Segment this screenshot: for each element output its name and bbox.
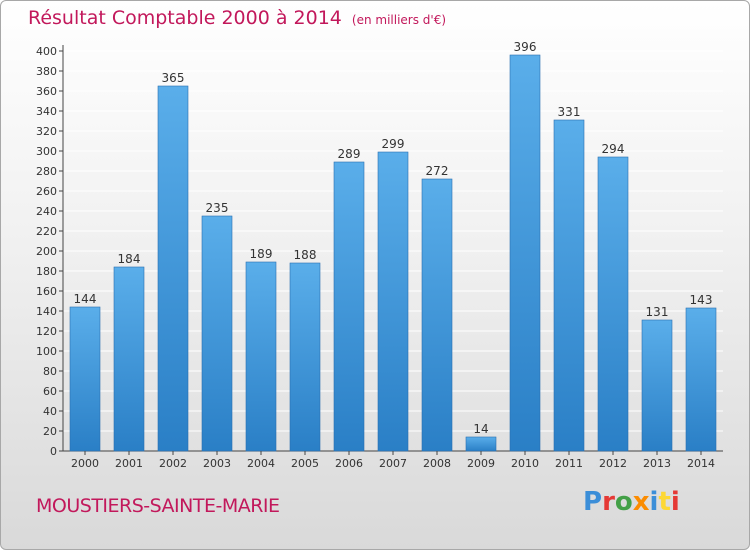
x-tick-label: 2013 bbox=[643, 457, 671, 470]
bar bbox=[333, 161, 365, 452]
bar bbox=[641, 319, 673, 452]
bar-value-label: 144 bbox=[74, 292, 97, 306]
y-tick-label: 60 bbox=[43, 385, 57, 398]
x-tick-label: 2011 bbox=[555, 457, 583, 470]
x-tick-label: 2009 bbox=[467, 457, 495, 470]
bar-value-label: 294 bbox=[602, 142, 625, 156]
logo-letter: i bbox=[670, 487, 680, 517]
bar-value-label: 184 bbox=[118, 252, 141, 266]
bar-value-label: 189 bbox=[250, 247, 273, 261]
x-tick-label: 2008 bbox=[423, 457, 451, 470]
y-tick-label: 120 bbox=[36, 325, 57, 338]
bar-value-label: 396 bbox=[514, 40, 537, 54]
x-tick-label: 2010 bbox=[511, 457, 539, 470]
bar-value-label: 272 bbox=[426, 164, 449, 178]
bar bbox=[465, 436, 497, 452]
logo-letter: t bbox=[658, 487, 671, 517]
y-tick-label: 80 bbox=[43, 365, 57, 378]
y-tick-label: 340 bbox=[36, 105, 57, 118]
bar bbox=[113, 266, 145, 452]
y-tick-label: 240 bbox=[36, 205, 57, 218]
bar-value-label: 143 bbox=[690, 293, 713, 307]
y-tick-label: 280 bbox=[36, 165, 57, 178]
y-tick-label: 0 bbox=[50, 445, 57, 458]
y-tick-label: 320 bbox=[36, 125, 57, 138]
bar bbox=[157, 85, 189, 452]
bar bbox=[201, 215, 233, 452]
y-tick-label: 160 bbox=[36, 285, 57, 298]
y-tick-label: 300 bbox=[36, 145, 57, 158]
x-tick-label: 2001 bbox=[115, 457, 143, 470]
y-tick-label: 380 bbox=[36, 65, 57, 78]
y-tick-label: 400 bbox=[36, 45, 57, 58]
bar bbox=[245, 261, 277, 452]
x-tick-label: 2007 bbox=[379, 457, 407, 470]
x-tick-label: 2014 bbox=[687, 457, 715, 470]
bar bbox=[553, 119, 585, 452]
bar-value-label: 365 bbox=[162, 71, 185, 85]
bar bbox=[289, 262, 321, 452]
bar-value-label: 14 bbox=[473, 422, 488, 436]
bar-value-label: 289 bbox=[338, 147, 361, 161]
y-tick-label: 40 bbox=[43, 405, 57, 418]
y-tick-label: 200 bbox=[36, 245, 57, 258]
bar bbox=[509, 54, 541, 452]
proxiti-logo: Proxiti bbox=[583, 487, 680, 517]
bar-value-label: 331 bbox=[558, 105, 581, 119]
x-tick-label: 2000 bbox=[71, 457, 99, 470]
chart-title: Résultat Comptable 2000 à 2014 (en millie… bbox=[28, 7, 446, 29]
x-tick-label: 2003 bbox=[203, 457, 231, 470]
bar-value-label: 188 bbox=[294, 248, 317, 262]
bar-value-label: 235 bbox=[206, 201, 229, 215]
bar bbox=[377, 151, 409, 452]
x-tick-label: 2002 bbox=[159, 457, 187, 470]
y-tick-label: 180 bbox=[36, 265, 57, 278]
logo-letter: P bbox=[583, 487, 603, 517]
y-tick-label: 140 bbox=[36, 305, 57, 318]
y-tick-label: 220 bbox=[36, 225, 57, 238]
logo-letter: o bbox=[614, 487, 633, 517]
logo-letter: i bbox=[649, 487, 659, 517]
y-tick-label: 20 bbox=[43, 425, 57, 438]
x-tick-label: 2004 bbox=[247, 457, 275, 470]
bar bbox=[597, 156, 629, 452]
bar-value-label: 131 bbox=[646, 305, 669, 319]
logo-letter: x bbox=[632, 487, 650, 517]
bar bbox=[421, 178, 453, 452]
y-tick-label: 260 bbox=[36, 185, 57, 198]
bar-value-label: 299 bbox=[382, 137, 405, 151]
bar bbox=[685, 307, 717, 452]
y-tick-label: 360 bbox=[36, 85, 57, 98]
chart-unit: (en milliers d'€) bbox=[351, 13, 447, 27]
commune-name: MOUSTIERS-SAINTE-MARIE bbox=[36, 495, 280, 517]
logo-letter: r bbox=[602, 487, 615, 517]
y-tick-label: 100 bbox=[36, 345, 57, 358]
x-tick-label: 2005 bbox=[291, 457, 319, 470]
bar bbox=[69, 306, 101, 452]
chart-title-text: Résultat Comptable 2000 à 2014 bbox=[28, 7, 342, 29]
x-tick-label: 2012 bbox=[599, 457, 627, 470]
x-tick-label: 2006 bbox=[335, 457, 363, 470]
